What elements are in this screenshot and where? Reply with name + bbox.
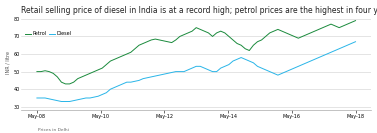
Diesel xyxy=(169,72,174,73)
Petrol xyxy=(63,83,68,85)
Line: Diesel: Diesel xyxy=(37,42,356,101)
Text: Retail selling price of diesel in India is at a record high; petrol prices are t: Retail selling price of diesel in India … xyxy=(21,6,377,14)
Y-axis label: INR / litre: INR / litre xyxy=(6,51,11,74)
Diesel xyxy=(166,73,170,74)
Petrol xyxy=(35,71,39,72)
Diesel xyxy=(35,97,39,99)
Petrol xyxy=(116,57,121,58)
Petrol xyxy=(222,32,227,34)
Diesel xyxy=(116,85,121,86)
Line: Petrol: Petrol xyxy=(37,21,356,84)
Diesel xyxy=(59,101,64,102)
Text: Prices in Delhi: Prices in Delhi xyxy=(38,128,69,132)
Petrol xyxy=(166,41,170,43)
Petrol xyxy=(124,53,129,55)
Petrol xyxy=(169,42,174,43)
Legend: Petrol, Diesel: Petrol, Diesel xyxy=(23,29,74,38)
Petrol xyxy=(353,20,358,21)
Diesel xyxy=(124,81,129,83)
Diesel xyxy=(222,66,227,67)
Petrol xyxy=(271,30,276,32)
Diesel xyxy=(353,41,358,43)
Diesel xyxy=(271,73,276,74)
